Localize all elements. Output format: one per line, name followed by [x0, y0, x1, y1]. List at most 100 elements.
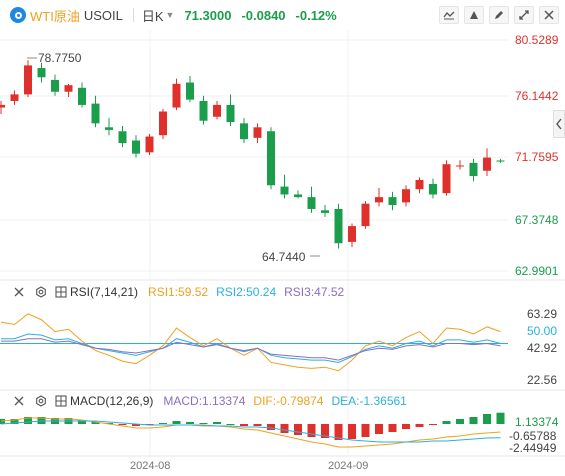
price-axis-label: 76.1442 — [515, 89, 559, 103]
chevron-left-icon[interactable] — [553, 110, 565, 138]
macd-bar — [321, 424, 329, 438]
candle-body — [402, 189, 410, 203]
macd-bar — [213, 422, 221, 424]
rsi1-line — [0, 313, 501, 372]
macd-bar — [415, 424, 424, 427]
x-axis-label: 2024-09 — [328, 460, 368, 472]
close-icon[interactable] — [539, 6, 559, 24]
macd-bar — [253, 424, 262, 426]
candle-body — [429, 183, 437, 195]
macd-bar — [361, 424, 370, 437]
rsi-axis-label: 50.00 — [527, 324, 557, 338]
candle-body — [91, 103, 100, 124]
macd-bar — [91, 422, 100, 424]
rsi2-value: RSI2:50.24 — [216, 285, 277, 299]
candle-body — [375, 197, 383, 203]
price-axis-label: 80.5289 — [515, 33, 559, 47]
macd-axis-label: 1.13374 — [515, 415, 559, 429]
candle-body — [24, 65, 32, 95]
candle-body — [199, 100, 208, 121]
macd-bar — [334, 424, 343, 440]
macd-bar — [469, 417, 478, 424]
candle-body — [132, 140, 140, 154]
candle-body — [64, 85, 73, 92]
candle-body — [334, 208, 343, 244]
price-change: -0.0840 — [241, 7, 286, 23]
low-price-label: 64.7440 — [262, 250, 306, 264]
candle-body — [37, 68, 46, 78]
macd-bar — [78, 420, 86, 424]
macd-bar — [186, 422, 194, 424]
candle-body — [186, 82, 194, 100]
rsi-axis-label: 63.29 — [527, 307, 557, 321]
pencil-icon[interactable] — [489, 6, 509, 24]
rsi1-value: RSI1:59.52 — [148, 285, 209, 299]
checkbox-icon[interactable] — [54, 394, 68, 408]
close-icon[interactable] — [12, 285, 26, 299]
candle-body — [213, 104, 221, 117]
close-icon[interactable] — [12, 394, 26, 408]
candle-body — [388, 197, 397, 206]
macd-bar — [226, 424, 235, 425]
chart-toolbar — [439, 6, 559, 24]
macd-bar — [0, 419, 5, 424]
settings-icon[interactable] — [34, 285, 48, 299]
dea-line — [0, 420, 501, 443]
settings-icon[interactable] — [34, 394, 48, 408]
candle-body — [0, 104, 5, 108]
header-divider — [132, 8, 134, 22]
period-selector[interactable]: 日K — [141, 8, 164, 24]
price-axis-label: 71.7595 — [515, 150, 559, 164]
candle-body — [496, 160, 505, 162]
expand-icon[interactable] — [514, 6, 534, 24]
high-price-label: 78.7750 — [38, 51, 82, 65]
rsi-axis-label: 22.56 — [527, 373, 557, 387]
candle-body — [456, 165, 464, 167]
candle-body — [10, 94, 19, 101]
symbol-code: USOIL — [83, 7, 123, 23]
macd-title: MACD(12,26,9) — [70, 394, 154, 408]
macd-bar — [483, 414, 491, 424]
draw-tools-icon[interactable] — [464, 6, 484, 24]
line-chart-icon[interactable] — [439, 6, 459, 24]
candle-body — [307, 197, 316, 209]
chevron-down-icon[interactable]: ▼ — [165, 10, 175, 20]
macd-bar — [199, 423, 208, 424]
candle-body — [361, 203, 370, 227]
symbol-header: WTI原油 USOIL 日K ▼ 71.3000 -0.0840 -0.12% — [0, 0, 565, 30]
checkbox-icon[interactable] — [54, 285, 68, 299]
candle-body — [51, 79, 59, 92]
candle-body — [321, 210, 329, 213]
price-change-percent: -0.12% — [295, 7, 337, 23]
rsi-axis-label: 42.92 — [527, 341, 557, 355]
candle-body — [483, 157, 491, 171]
symbol-logo-icon — [10, 7, 26, 23]
candle-body — [415, 179, 424, 190]
candle-body — [348, 226, 356, 242]
candle-body — [118, 131, 127, 144]
macd-bar — [388, 424, 397, 432]
macd-bar — [456, 419, 464, 424]
dif-value: DIF:-0.79874 — [253, 394, 324, 408]
candle-body — [294, 194, 302, 198]
candle-body — [226, 104, 235, 123]
price-axis-label: 67.3748 — [515, 213, 559, 227]
rsi2-line — [1, 333, 501, 363]
macd-bar — [442, 421, 451, 424]
last-price: 71.3000 — [184, 7, 232, 23]
macd-axis-label: -2.44949 — [509, 441, 557, 455]
macd-bar — [294, 424, 302, 435]
candle-body — [253, 127, 262, 138]
candle-body — [280, 186, 289, 195]
symbol-name[interactable]: WTI原油 — [30, 8, 80, 24]
macd-bar — [10, 419, 19, 424]
macd-bar — [402, 424, 410, 429]
macd-bar — [280, 424, 289, 433]
price-axis-label: 62.9901 — [515, 264, 559, 278]
macd-bar — [348, 424, 356, 439]
rsi-legend: RSI(7,14,21) RSI1:59.52 RSI2:50.24 RSI3:… — [0, 284, 344, 300]
macd-bar — [375, 424, 383, 434]
macd-bar — [132, 424, 140, 426]
dif-line — [0, 417, 501, 448]
